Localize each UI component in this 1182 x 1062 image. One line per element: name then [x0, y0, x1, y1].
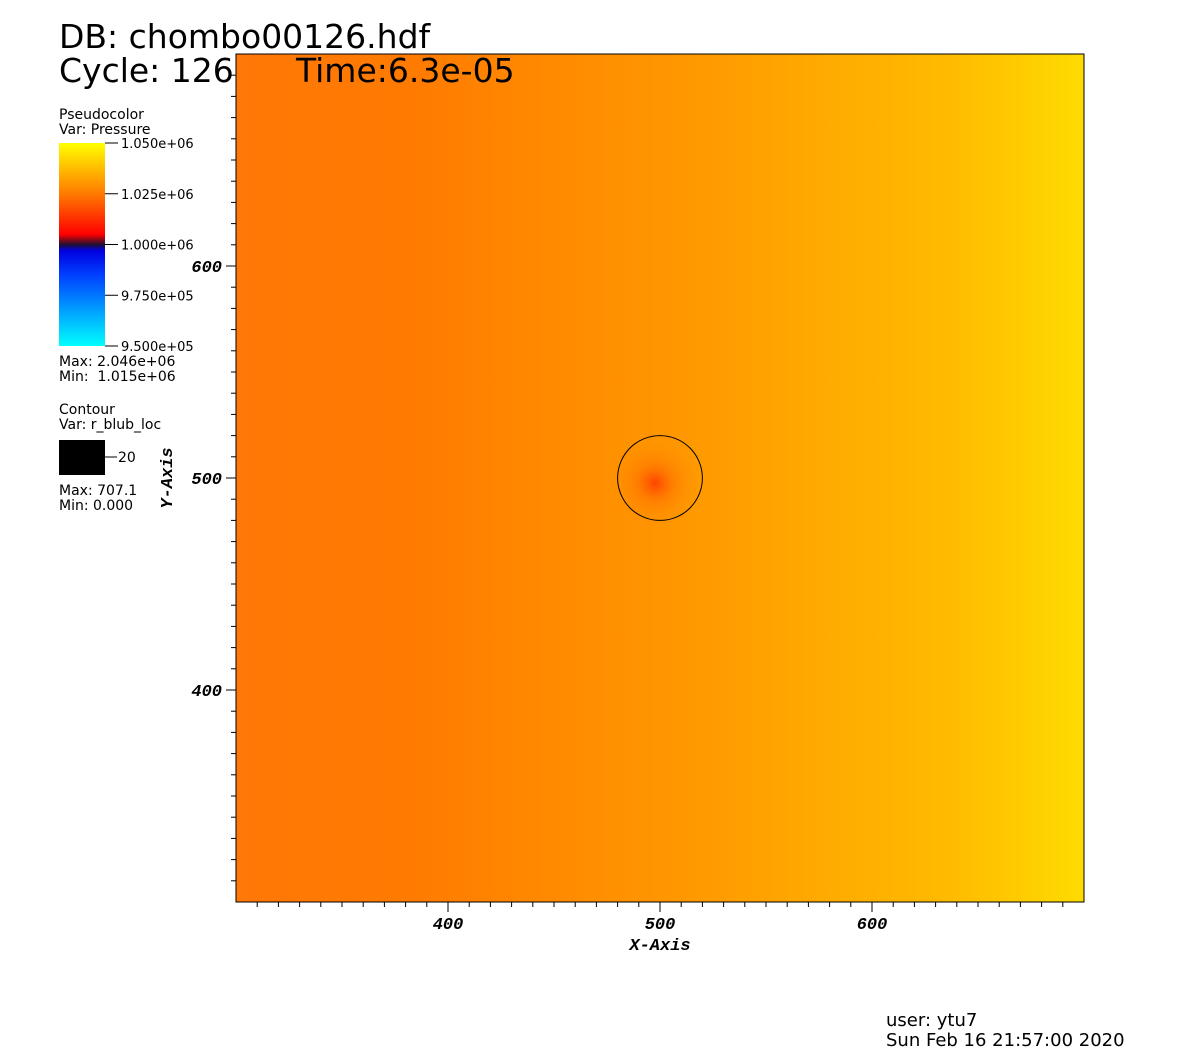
- y-tick-label: 600: [191, 259, 222, 278]
- y-tick-label: 500: [191, 471, 222, 490]
- legend-plot: Pseudocolor: [59, 107, 144, 123]
- colorbar-tick-label: 9.750e+05: [121, 289, 194, 304]
- colorbar-tick-label: 1.050e+06: [121, 137, 194, 152]
- pressure-peak: [610, 438, 700, 528]
- contour-min: Min: 0.000: [59, 498, 133, 514]
- legend-max: Max: 2.046e+06: [59, 354, 175, 370]
- x-axis-title: X-Axis: [628, 937, 690, 956]
- cycle: Cycle: 126: [59, 51, 234, 90]
- contour-max: Max: 707.1: [59, 483, 137, 499]
- contour-var: Var: r_blub_loc: [59, 417, 161, 433]
- colorbar-tick-label: 1.025e+06: [121, 188, 194, 203]
- x-tick-label: 500: [645, 916, 676, 935]
- y-tick-label: 400: [191, 683, 222, 702]
- x-tick-label: 600: [857, 916, 888, 935]
- legend-var: Var: Pressure: [59, 122, 151, 138]
- contour-plot: Contour: [59, 402, 115, 418]
- contour-line: [617, 435, 703, 521]
- colorbar-tick-label: 9.500e+05: [121, 340, 194, 355]
- colorbar-tick-label: 1.000e+06: [121, 239, 194, 254]
- db-title: DB: chombo00126.hdf: [59, 17, 432, 56]
- colorbar: [59, 143, 105, 346]
- x-tick-label: 400: [433, 916, 464, 935]
- date: Sun Feb 16 21:57:00 2020: [886, 1030, 1125, 1051]
- user: user: ytu7: [886, 1010, 977, 1031]
- contour-swatch: [59, 440, 105, 475]
- legend-min: Min: 1.015e+06: [59, 369, 176, 385]
- y-axis-title: Y-Axis: [159, 447, 178, 508]
- contour-level-label: 20: [118, 450, 136, 466]
- time: Time:6.3e-05: [295, 51, 515, 90]
